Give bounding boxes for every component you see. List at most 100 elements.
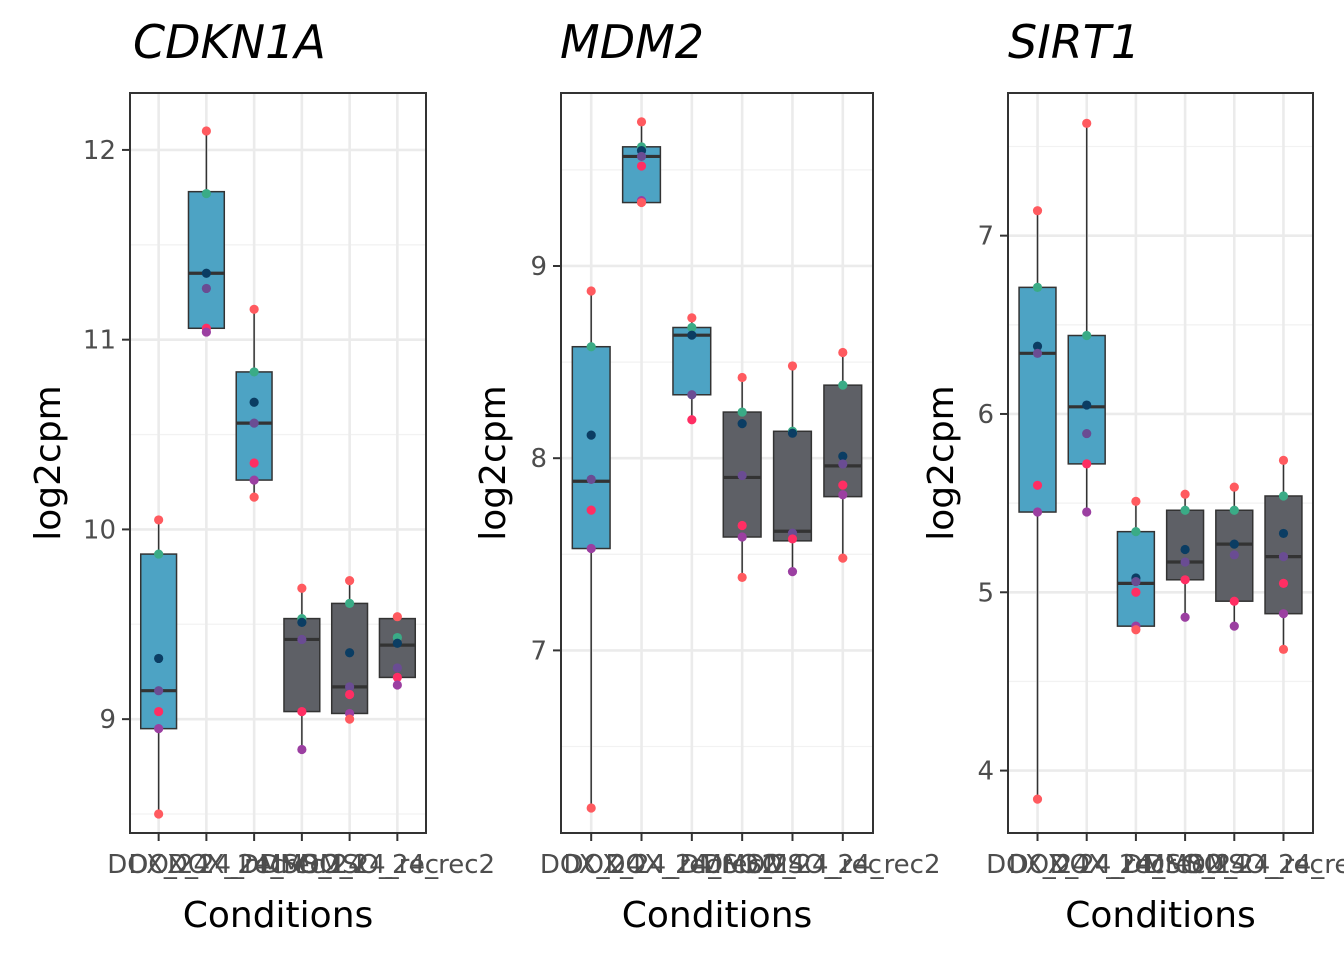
x-tick-label-dmso-24: DMSO_24: [679, 850, 805, 880]
data-point: [249, 492, 259, 502]
data-point: [297, 617, 307, 627]
panel-cdkn1a: 9 10 11 12 DOX_24DOX_24_recDOX_24_rec2DMSO_2…: [28, 15, 495, 936]
panel-mdm2: 7 8 9 DOX_24DOX_24_recDOX_24_rec2DMSO_24DMS…: [473, 15, 941, 936]
x-tick-label-dox-24-rec2: DOX_24_rec2: [168, 850, 341, 880]
data-point: [154, 515, 164, 525]
data-point: [636, 197, 647, 208]
y-tick-label: 7: [530, 636, 547, 666]
x-tick-label-dmso-24-rec: DMSO_24_rec: [703, 850, 882, 880]
data-point: [687, 330, 697, 340]
data-point: [1131, 576, 1141, 587]
data-point: [586, 342, 596, 352]
data-point: [154, 653, 164, 664]
x-tick-label-dox-24: DOX_24: [107, 850, 210, 880]
data-point: [838, 480, 848, 490]
data-point: [1032, 507, 1043, 517]
data-point: [249, 367, 259, 377]
data-point: [586, 543, 596, 554]
data-point: [1082, 428, 1092, 439]
data-point: [1131, 496, 1141, 506]
data-point: [1278, 455, 1289, 465]
plot-background: [1008, 93, 1313, 833]
data-point: [737, 418, 747, 429]
y-axis-title: log2cpm: [473, 385, 514, 541]
data-point: [1180, 575, 1190, 585]
data-point: [201, 283, 211, 294]
panel-title: SIRT1: [1008, 15, 1140, 69]
x-tick-label-dmso-24-rec: DMSO_24_rec: [1145, 850, 1324, 880]
data-point: [687, 390, 697, 400]
data-point: [586, 803, 596, 813]
data-point: [838, 490, 848, 500]
data-point: [201, 188, 211, 199]
data-point: [1082, 330, 1092, 341]
x-tick-label-dox-24-rec: DOX_24_rec: [1009, 850, 1165, 880]
x-tick-label-dmso-24: DMSO_24: [1122, 850, 1248, 880]
data-point: [1229, 482, 1239, 492]
data-point: [154, 549, 164, 559]
data-point: [838, 451, 848, 461]
data-point: [345, 714, 355, 724]
panel-border: [1007, 92, 1314, 834]
y-tick-label: 12: [83, 136, 116, 166]
data-point: [1229, 550, 1239, 560]
data-point: [345, 689, 355, 700]
data-point: [154, 809, 164, 819]
y-tick-label: 4: [977, 757, 994, 787]
plot-background: [561, 93, 873, 833]
data-point: [1278, 491, 1289, 501]
data-point: [1180, 544, 1190, 555]
data-point: [1032, 348, 1043, 358]
data-point: [249, 458, 259, 468]
data-point: [1180, 557, 1190, 567]
x-axis-title: Conditions: [183, 895, 374, 936]
box-dox-24: [571, 345, 611, 550]
box-dmso-24-rec: [772, 430, 813, 542]
data-point: [201, 268, 211, 278]
data-point: [201, 327, 211, 337]
data-point: [154, 724, 164, 734]
data-point: [737, 520, 747, 531]
data-point: [1032, 282, 1043, 292]
y-tick-label: 7: [977, 222, 994, 252]
x-tick-label-dmso-24-rec: DMSO_24_rec: [260, 850, 439, 880]
data-point: [249, 397, 259, 407]
box-dox-24: [139, 553, 178, 730]
data-point: [1032, 480, 1043, 490]
x-axis-title: Conditions: [1065, 895, 1256, 936]
data-point: [249, 304, 259, 314]
data-point: [392, 672, 402, 683]
x-tick-label-dmso-24-rec2: DMSO_24_rec2: [745, 850, 940, 880]
data-point: [1032, 206, 1043, 216]
data-point: [1278, 552, 1289, 562]
data-point: [1229, 505, 1239, 515]
data-point: [787, 534, 798, 544]
y-tick-label: 9: [99, 705, 116, 735]
data-point: [787, 566, 798, 577]
data-point: [1180, 505, 1190, 515]
data-point: [1229, 596, 1239, 606]
data-point: [345, 576, 355, 586]
box-dox-24-rec: [1067, 334, 1106, 465]
data-point: [838, 347, 848, 358]
data-point: [1180, 612, 1190, 622]
data-point: [1278, 528, 1289, 539]
data-point: [586, 505, 596, 515]
data-point: [787, 361, 798, 371]
data-point: [297, 706, 307, 717]
data-point: [838, 459, 848, 469]
data-point: [1229, 621, 1239, 631]
y-tick-label: 9: [530, 252, 547, 282]
data-point: [1032, 794, 1043, 804]
data-point: [737, 372, 747, 383]
x-tick-label-dox-24-rec2: DOX_24_rec2: [1050, 850, 1223, 880]
data-point: [1229, 539, 1239, 549]
y-tick-label: 5: [977, 578, 994, 608]
data-point: [737, 407, 747, 417]
data-point: [1180, 489, 1190, 499]
data-point: [249, 475, 259, 485]
data-point: [154, 706, 164, 717]
plot-background: [130, 93, 426, 833]
data-point: [249, 418, 259, 428]
y-tick-label: 10: [83, 515, 116, 545]
